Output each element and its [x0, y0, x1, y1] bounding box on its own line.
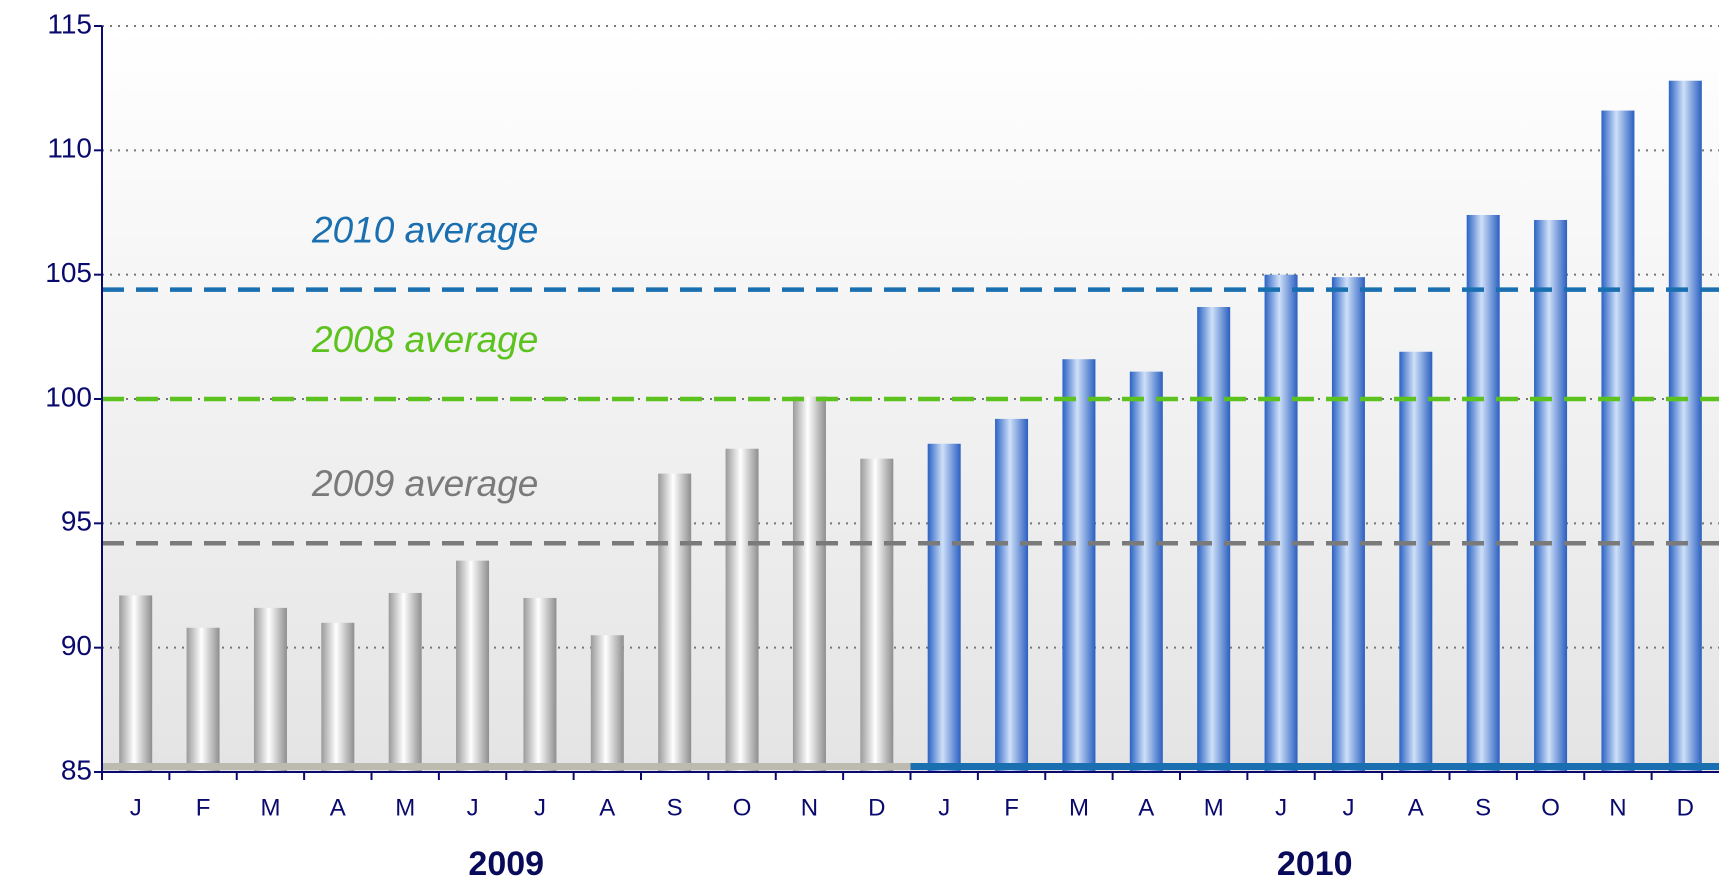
- x-tick-label: F: [196, 794, 211, 821]
- x-tick-label: J: [1342, 794, 1354, 821]
- group-label: 2009: [468, 845, 544, 883]
- bar: [860, 458, 894, 772]
- x-tick-label: A: [1408, 794, 1424, 821]
- reference-label: 2010 average: [311, 209, 538, 250]
- x-tick-label: D: [868, 794, 885, 821]
- bar: [1197, 306, 1231, 772]
- bar: [995, 418, 1029, 772]
- x-tick-label: J: [938, 794, 950, 821]
- bar: [321, 622, 355, 772]
- bar: [927, 443, 961, 772]
- group-baseline: [910, 763, 1719, 770]
- x-tick-label: M: [1204, 794, 1224, 821]
- x-tick-label: A: [1138, 794, 1154, 821]
- bar: [1534, 219, 1568, 772]
- bar: [523, 597, 557, 772]
- bar: [1399, 351, 1433, 772]
- x-tick-label: O: [733, 794, 752, 821]
- x-tick-label: S: [667, 794, 683, 821]
- x-tick-label: N: [1609, 794, 1626, 821]
- y-tick-label: 110: [47, 133, 92, 164]
- y-tick-label: 90: [61, 630, 92, 661]
- bar: [658, 473, 692, 772]
- y-tick-label: 105: [45, 257, 92, 288]
- bar: [1264, 274, 1298, 772]
- bar: [792, 396, 826, 772]
- x-tick-label: F: [1004, 794, 1019, 821]
- bar: [119, 595, 153, 772]
- x-tick-label: O: [1541, 794, 1560, 821]
- y-tick-label: 100: [45, 381, 92, 412]
- reference-label: 2008 average: [311, 319, 538, 360]
- bar: [388, 592, 422, 772]
- bar: [1466, 214, 1500, 772]
- y-tick-label: 95: [61, 506, 92, 537]
- bar: [1062, 359, 1096, 772]
- x-tick-label: N: [801, 794, 818, 821]
- y-tick-label: 115: [47, 8, 92, 39]
- group-baseline: [102, 763, 911, 770]
- bar: [1129, 371, 1163, 772]
- group-label: 2010: [1277, 845, 1353, 883]
- reference-label: 2009 average: [311, 463, 538, 504]
- bar: [456, 560, 490, 772]
- x-tick-label: M: [1069, 794, 1089, 821]
- x-tick-label: A: [330, 794, 346, 821]
- bar: [186, 627, 220, 772]
- bar: [1668, 80, 1702, 772]
- bar: [590, 635, 624, 772]
- x-tick-label: M: [395, 794, 415, 821]
- bar: [253, 607, 287, 772]
- x-tick-label: A: [599, 794, 615, 821]
- x-tick-label: S: [1475, 794, 1491, 821]
- x-tick-label: M: [260, 794, 280, 821]
- x-tick-label: D: [1677, 794, 1694, 821]
- y-tick-label: 85: [61, 754, 92, 785]
- bar: [1331, 277, 1365, 772]
- x-tick-label: J: [467, 794, 479, 821]
- x-tick-label: J: [1275, 794, 1287, 821]
- x-tick-label: J: [534, 794, 546, 821]
- x-tick-label: J: [130, 794, 142, 821]
- bar: [725, 448, 759, 772]
- bar: [1601, 110, 1635, 772]
